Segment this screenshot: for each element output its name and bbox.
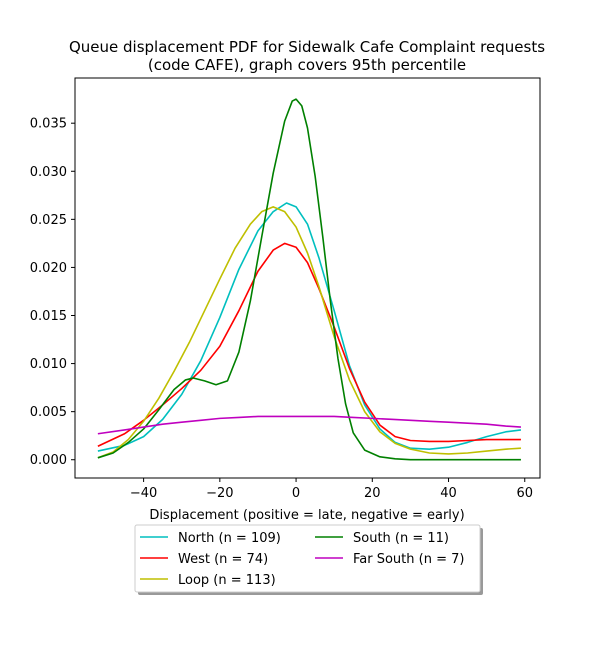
- y-tick-label: 0.015: [30, 309, 67, 324]
- series-line-1: [97, 242, 521, 447]
- y-tick-label: 0.025: [30, 213, 67, 228]
- plot-frame: [74, 77, 541, 479]
- x-tick-label: −40: [130, 486, 157, 501]
- chart-title-line-1: Queue displacement PDF for Sidewalk Cafe…: [69, 38, 545, 56]
- legend-label-1: West (n = 74): [178, 552, 268, 567]
- series-line-2: [97, 206, 521, 459]
- y-axis: 0.000 0.005 0.010 0.015 0.020 0.025 0.030 0.035: [30, 117, 75, 468]
- x-tick-label: 40: [440, 486, 457, 501]
- x-tick-label: 60: [516, 486, 533, 501]
- legend-label-0: North (n = 109): [178, 531, 281, 546]
- legend-box: [134, 524, 481, 593]
- y-tick-label: 0.000: [30, 453, 67, 468]
- plot-lines: [97, 98, 522, 461]
- x-tick-label: 0: [292, 486, 300, 501]
- series-line-3: [97, 98, 521, 461]
- y-tick-label: 0.030: [30, 165, 67, 180]
- legend: North (n = 109) West (n = 74) Loop (n = 11…: [134, 524, 483, 595]
- series-line-4: [97, 415, 521, 435]
- y-tick-label: 0.010: [30, 357, 67, 372]
- x-tick-label: −20: [206, 486, 233, 501]
- x-tick-label: 20: [364, 486, 381, 501]
- y-tick-label: 0.020: [30, 261, 67, 276]
- x-axis: −40 −20 0 20 40 60: [130, 478, 533, 501]
- series-line-0: [97, 202, 522, 452]
- legend-label-3: South (n = 11): [353, 531, 449, 546]
- y-tick-label: 0.005: [30, 405, 67, 420]
- x-axis-label: Displacement (positive = late, negative …: [149, 508, 464, 523]
- y-tick-label: 0.035: [30, 117, 67, 132]
- legend-label-2: Loop (n = 113): [178, 573, 276, 588]
- legend-label-4: Far South (n = 7): [353, 552, 464, 567]
- chart-title-line-2: (code CAFE), graph covers 95th percentil…: [148, 56, 466, 74]
